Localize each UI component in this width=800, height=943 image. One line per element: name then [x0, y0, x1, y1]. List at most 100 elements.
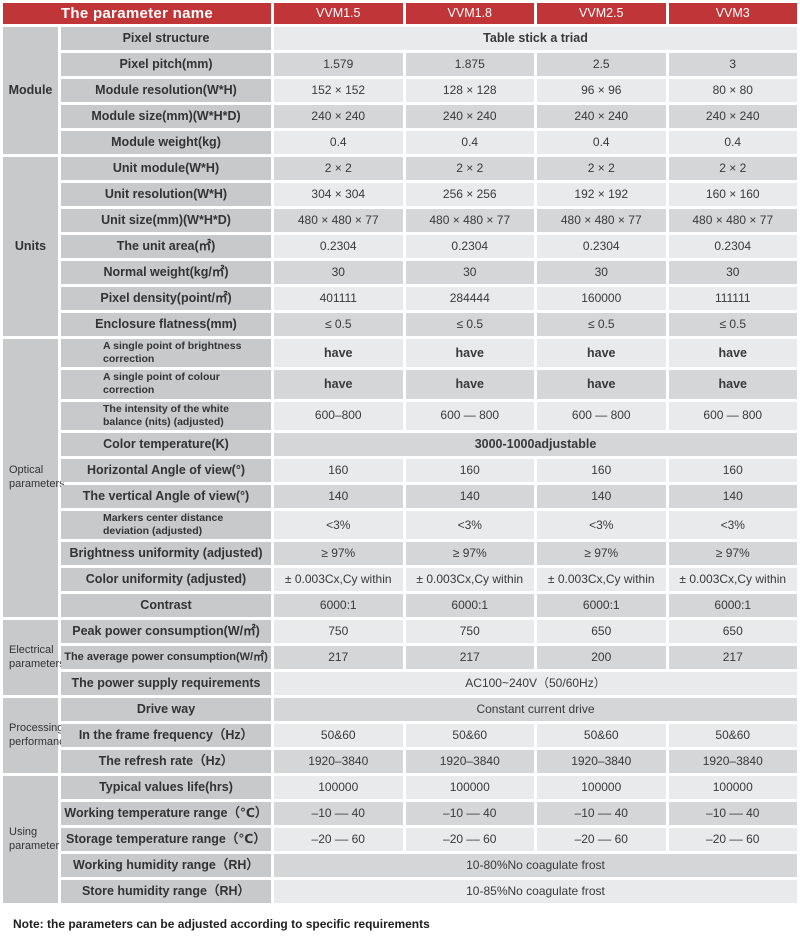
value-cell: 480 × 480 × 77: [537, 209, 666, 232]
param-label-markers-center-distance-deviation-adjust: Markers center distance deviation (adjus…: [61, 510, 271, 539]
value-cell: 1920–3840: [668, 750, 797, 773]
value-cell: 0.2304: [274, 235, 403, 258]
value-cell: ≤ 0.5: [405, 313, 534, 336]
param-label-color-temperature-k: Color temperature(K): [61, 432, 271, 456]
param-label-module-weight-kg: Module weight(kg): [61, 131, 271, 154]
value-cell: 217: [668, 646, 797, 669]
value-cell: 217: [405, 646, 534, 669]
param-label-working-temperature-range: Working temperature range（℃）: [61, 802, 271, 825]
value-cell: 30: [274, 261, 403, 284]
value-cell: 256 × 256: [405, 183, 534, 206]
value-cell: 650: [537, 620, 666, 643]
header-col-vvm1-5: VVM1.5: [274, 3, 403, 24]
spec-table: The parameter name VVM1.5 VVM1.8 VVM2.5 …: [3, 3, 797, 903]
value-cell: 0.4: [405, 131, 534, 154]
value-cell: <3%: [668, 510, 797, 539]
value-cell: 50&60: [537, 724, 666, 747]
value-cell: 650: [668, 620, 797, 643]
value-cell: ≥ 97%: [274, 542, 403, 565]
param-label-module-resolution-w-h: Module resolution(W*H): [61, 79, 271, 102]
value-cell: 2.5: [537, 53, 666, 76]
value-cell: 1920–3840: [405, 750, 534, 773]
value-cell: 240 × 240: [537, 105, 666, 128]
value-cell: 284444: [405, 287, 534, 310]
value-cell: 0.4: [668, 131, 797, 154]
param-label-storage-temperature-range: Storage temperature range（℃）: [61, 828, 271, 851]
value-cell: 50&60: [405, 724, 534, 747]
param-label-color-uniformity-adjusted: Color uniformity (adjusted): [61, 568, 271, 591]
value-cell: –20 –– 60: [405, 828, 534, 851]
value-cell: –20 –– 60: [274, 828, 403, 851]
param-label-typical-values-life-hrs: Typical values life(hrs): [61, 776, 271, 799]
value-cell: 1920–3840: [274, 750, 403, 773]
note-text: Note: the parameters can be adjusted acc…: [13, 917, 430, 931]
value-cell: have: [537, 339, 666, 368]
value-cell: 128 × 128: [405, 79, 534, 102]
value-span-cell: 10-85%No coagulate frost: [274, 880, 797, 903]
value-cell: ≥ 97%: [405, 542, 534, 565]
value-cell: <3%: [274, 510, 403, 539]
value-cell: –10 –– 40: [537, 802, 666, 825]
value-cell: 160 × 160: [668, 183, 797, 206]
header-parameter-name: The parameter name: [3, 3, 271, 24]
value-cell: 401111: [274, 287, 403, 310]
value-cell: ≤ 0.5: [274, 313, 403, 336]
value-cell: 217: [274, 646, 403, 669]
value-cell: have: [405, 370, 534, 399]
value-cell: <3%: [537, 510, 666, 539]
group-cell-processing-performance: Processing performance: [3, 698, 71, 773]
value-cell: 192 × 192: [537, 183, 666, 206]
value-cell: have: [668, 339, 797, 368]
value-cell: 240 × 240: [668, 105, 797, 128]
param-label-normal-weight-kg: Normal weight(kg/㎡): [61, 261, 271, 284]
value-cell: –20 –– 60: [537, 828, 666, 851]
param-label-store-humidity-range-rh: Store humidity range（RH）: [61, 880, 271, 903]
value-cell: 750: [274, 620, 403, 643]
param-label-the-vertical-angle-of-view: The vertical Angle of view(°): [61, 484, 271, 508]
value-cell: 2 × 2: [274, 157, 403, 180]
value-cell: ± 0.003Cx,Cy within: [668, 568, 797, 591]
value-cell: 1.875: [405, 53, 534, 76]
value-cell: 3: [668, 53, 797, 76]
value-cell: 100000: [274, 776, 403, 799]
group-cell-module: Module: [3, 27, 58, 154]
value-span-cell: 10-80%No coagulate frost: [274, 854, 797, 877]
value-cell: –10 –– 40: [668, 802, 797, 825]
param-label-the-power-supply-requirements: The power supply requirements: [61, 672, 271, 695]
value-cell: have: [537, 370, 666, 399]
param-label-a-single-point-of-brightness-correction: A single point of brightness correction: [61, 339, 271, 368]
value-cell: 6000:1: [405, 594, 534, 617]
value-cell: 480 × 480 × 77: [668, 209, 797, 232]
value-span-cell: Constant current drive: [274, 698, 797, 721]
value-span-cell: 3000-1000adjustable: [274, 432, 797, 456]
value-cell: 480 × 480 × 77: [405, 209, 534, 232]
value-cell: 480 × 480 × 77: [274, 209, 403, 232]
value-cell: 50&60: [668, 724, 797, 747]
param-label-contrast: Contrast: [61, 594, 271, 617]
value-cell: 80 × 80: [668, 79, 797, 102]
value-cell: 0.2304: [668, 235, 797, 258]
value-cell: 160: [274, 458, 403, 482]
param-label-enclosure-flatness-mm: Enclosure flatness(mm): [61, 313, 271, 336]
value-cell: 50&60: [274, 724, 403, 747]
value-span-cell: Table stick a triad: [274, 27, 797, 50]
param-label-unit-module-w-h: Unit module(W*H): [61, 157, 271, 180]
value-cell: –10 –– 40: [405, 802, 534, 825]
value-cell: have: [405, 339, 534, 368]
value-cell: ± 0.003Cx,Cy within: [537, 568, 666, 591]
group-cell-electrical-parameters: Electrical parameters: [3, 620, 65, 695]
value-cell: 600 — 800: [537, 401, 666, 430]
param-label-module-size-mm-w-h-d: Module size(mm)(W*H*D): [61, 105, 271, 128]
param-label-unit-size-mm-w-h-d: Unit size(mm)(W*H*D): [61, 209, 271, 232]
param-label-the-average-power-consumption-w: The average power consumption(W/㎡): [61, 646, 271, 669]
value-cell: 0.2304: [537, 235, 666, 258]
value-cell: 111111: [668, 287, 797, 310]
value-cell: 96 × 96: [537, 79, 666, 102]
value-cell: –20 –– 60: [668, 828, 797, 851]
param-label-horizontal-angle-of-view: Horizontal Angle of view(°): [61, 458, 271, 482]
value-cell: 100000: [668, 776, 797, 799]
value-cell: ± 0.003Cx,Cy within: [274, 568, 403, 591]
param-label-pixel-density-point: Pixel density(point/㎡): [61, 287, 271, 310]
param-label-unit-resolution-w-h: Unit resolution(W*H): [61, 183, 271, 206]
value-cell: 140: [274, 484, 403, 508]
